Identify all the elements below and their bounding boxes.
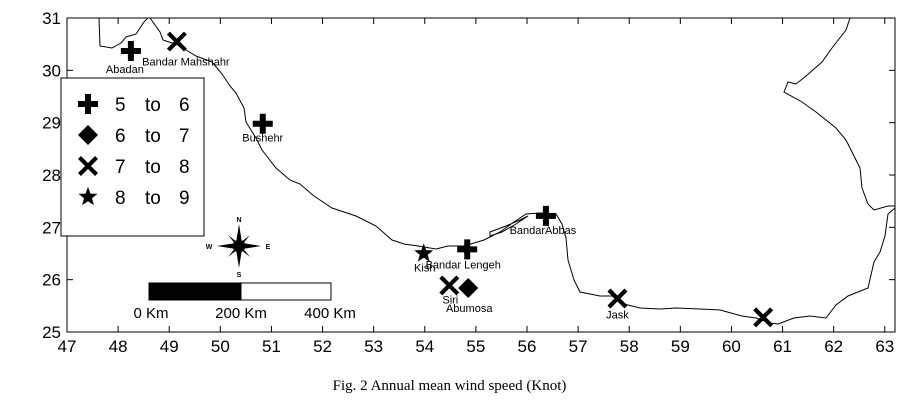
legend-marker-star — [78, 187, 98, 206]
x-tick-label-58: 58 — [620, 337, 639, 356]
station-label-abumosa: Abumosa — [446, 303, 493, 315]
station-marker-abadan — [120, 40, 141, 61]
compass-west-letter: W — [206, 244, 213, 251]
legend-marker-plus — [78, 94, 98, 114]
legend-label-lo-0: 5 — [115, 95, 126, 116]
station-label-bandar-mahshahr: Bandar Mahshahr — [142, 57, 230, 69]
x-axis-tick-labels: 47 48 49 50 51 52 53 54 55 56 57 58 59 60 61 62 63 — [58, 337, 895, 356]
axis-ticks — [66, 17, 895, 333]
x-tick-label-59: 59 — [671, 337, 690, 356]
legend-label-hi-0: 6 — [179, 95, 190, 116]
scale-label-200: 200 Km — [215, 305, 267, 322]
x-tick-label-51: 51 — [262, 337, 281, 356]
y-tick-label-30: 30 — [42, 61, 61, 80]
legend-label-to-2: to — [145, 157, 161, 178]
y-tick-label-26: 26 — [42, 271, 61, 290]
scale-label-0: 0 Km — [133, 305, 168, 322]
x-tick-label-53: 53 — [364, 337, 383, 356]
y-tick-label-28: 28 — [42, 166, 61, 185]
x-tick-label-52: 52 — [313, 337, 332, 356]
figure-caption: Fig. 2 Annual mean wind speed (Knot) — [332, 378, 567, 394]
coastline — [98, 18, 895, 325]
station-marker-bandar-mahshahr — [166, 31, 187, 52]
legend-label-hi-2: 8 — [179, 157, 190, 178]
legend-label-hi-1: 7 — [179, 126, 190, 147]
scale-bar: 0 Km 200 Km 400 Km — [133, 282, 356, 322]
wind-speed-map: 47 48 49 50 51 52 53 54 55 56 57 58 59 60 61 62 63 25262… — [42, 9, 896, 356]
x-tick-label-62: 62 — [824, 337, 843, 356]
y-tick-label-25: 25 — [42, 323, 61, 342]
station-label-bandarabbas: BandarAbbas — [510, 225, 577, 237]
legend-label-lo-1: 6 — [115, 126, 126, 147]
scale-bar-white — [240, 282, 332, 301]
x-tick-label-60: 60 — [722, 337, 741, 356]
station-label-bushehr: Bushehr — [242, 133, 283, 145]
station-marker-bushehr — [252, 113, 273, 134]
station-label-abadan: Abadan — [106, 64, 144, 76]
x-tick-label-48: 48 — [109, 337, 128, 356]
x-tick-label-54: 54 — [415, 337, 434, 356]
legend-label-to-0: to — [145, 95, 161, 116]
station-label-siri: Siri — [442, 294, 458, 306]
legend-label-to-3: to — [145, 188, 161, 209]
station-marker-kish — [414, 243, 434, 262]
legend: 5 to 6 6 to 7 7 to 8 8 to 9 — [60, 77, 205, 237]
station-label-jask: Jask — [606, 310, 629, 322]
x-tick-label-57: 57 — [569, 337, 588, 356]
x-tick-label-49: 49 — [160, 337, 179, 356]
x-tick-label-55: 55 — [466, 337, 485, 356]
y-tick-label-29: 29 — [42, 114, 61, 133]
x-tick-label-50: 50 — [211, 337, 230, 356]
scale-bar-black — [148, 282, 242, 301]
station-marker-jask — [607, 288, 628, 309]
station-marker-siri — [439, 275, 460, 296]
station-marker-unnamed-9 — [753, 307, 774, 328]
x-tick-label-47: 47 — [58, 337, 77, 356]
legend-label-to-1: to — [145, 126, 161, 147]
station-marker-abumosa — [458, 278, 479, 299]
legend-label-hi-3: 9 — [179, 188, 190, 209]
x-tick-label-61: 61 — [773, 337, 792, 356]
station-marker-bandarabbas — [535, 205, 556, 226]
compass-rose: N S E W — [206, 217, 271, 279]
compass-south-letter: S — [237, 272, 242, 279]
legend-marker-cross — [78, 156, 98, 176]
legend-marker-diamond — [78, 125, 98, 145]
station-label-bandar-lengeh: Bandar Lengeh — [426, 259, 501, 271]
y-tick-label-27: 27 — [42, 218, 61, 237]
y-tick-label-31: 31 — [42, 9, 61, 28]
y-axis-tick-labels: 25 26 27 28 29 30 31 — [42, 9, 61, 342]
x-tick-label-56: 56 — [518, 337, 537, 356]
legend-label-lo-2: 7 — [115, 157, 126, 178]
station-marker-bandar-lengeh — [457, 239, 478, 260]
x-tick-label-63: 63 — [875, 337, 894, 356]
compass-east-letter: E — [266, 244, 271, 251]
station-label-kish: Kish — [414, 263, 435, 275]
compass-north-letter: N — [236, 217, 241, 224]
scale-label-400: 400 Km — [304, 305, 356, 322]
legend-label-lo-3: 8 — [115, 188, 126, 209]
